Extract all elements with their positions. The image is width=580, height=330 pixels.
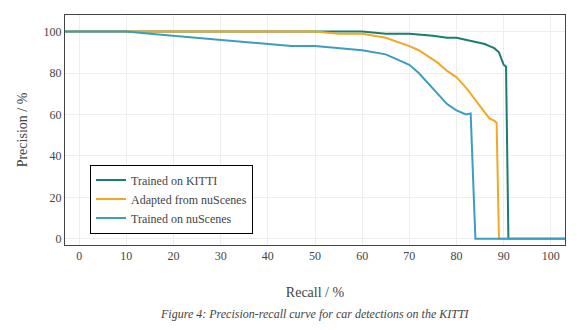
svg-text:100: 100 (542, 249, 560, 263)
svg-text:0: 0 (56, 232, 62, 246)
svg-text:Adapted from nuScenes: Adapted from nuScenes (131, 193, 247, 207)
svg-text:80: 80 (50, 66, 62, 80)
svg-text:90: 90 (498, 249, 510, 263)
svg-text:20: 20 (167, 249, 179, 263)
svg-text:80: 80 (451, 249, 463, 263)
svg-text:20: 20 (50, 191, 62, 205)
svg-text:Precision / %: Precision / % (15, 92, 30, 167)
svg-text:Figure 4: Precision-recall cur: Figure 4: Precision-recall curve for car… (160, 307, 470, 321)
svg-text:60: 60 (50, 108, 62, 122)
svg-text:Recall / %: Recall / % (286, 285, 345, 300)
svg-text:40: 40 (50, 149, 62, 163)
svg-text:Trained on nuScenes: Trained on nuScenes (131, 212, 232, 226)
svg-text:40: 40 (262, 249, 274, 263)
svg-text:70: 70 (403, 249, 415, 263)
svg-text:60: 60 (356, 249, 368, 263)
svg-text:30: 30 (215, 249, 227, 263)
svg-text:10: 10 (120, 249, 132, 263)
svg-text:50: 50 (309, 249, 321, 263)
svg-text:0: 0 (76, 249, 82, 263)
svg-text:100: 100 (44, 25, 62, 39)
svg-text:Trained on KITTI: Trained on KITTI (131, 174, 217, 188)
